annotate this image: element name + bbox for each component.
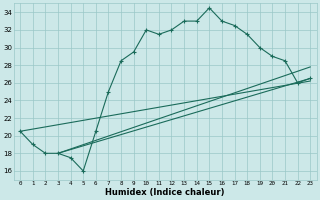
- X-axis label: Humidex (Indice chaleur): Humidex (Indice chaleur): [106, 188, 225, 197]
